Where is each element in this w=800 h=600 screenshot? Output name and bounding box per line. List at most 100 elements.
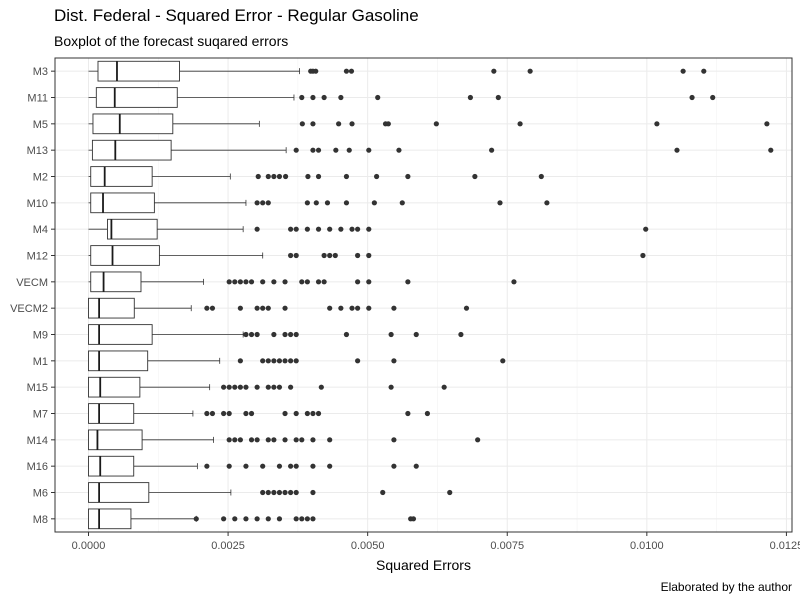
outlier-point xyxy=(282,489,288,496)
outlier-point xyxy=(265,384,271,390)
y-tick-label: VECM2 xyxy=(10,303,48,315)
box-iqr xyxy=(88,482,150,503)
outlier-point xyxy=(193,516,199,522)
outlier-point xyxy=(310,463,316,469)
outlier-point xyxy=(293,489,299,496)
outlier-point xyxy=(497,200,503,206)
outlier-point xyxy=(304,279,310,285)
outlier-point xyxy=(405,173,411,180)
outlier-point xyxy=(366,305,372,311)
outlier-point xyxy=(304,516,310,522)
outlier-point xyxy=(349,121,355,127)
outlier-point xyxy=(248,279,255,285)
outlier-point xyxy=(282,173,289,180)
outlier-point xyxy=(299,121,305,127)
outlier-point xyxy=(248,331,255,338)
outlier-point xyxy=(327,437,333,443)
y-tick-label: M6 xyxy=(33,488,48,500)
outlier-point xyxy=(374,173,380,180)
outlier-point xyxy=(226,437,232,443)
outlier-point xyxy=(276,384,283,390)
outlier-point xyxy=(538,173,544,180)
box-iqr xyxy=(88,429,143,451)
outlier-point xyxy=(315,410,322,417)
x-axis-title: Squared Errors xyxy=(376,557,471,573)
outlier-point xyxy=(271,279,277,285)
outlier-point xyxy=(310,437,316,443)
outlier-point xyxy=(293,516,299,522)
y-tick-label: M8 xyxy=(33,514,48,526)
outlier-point xyxy=(343,331,350,338)
outlier-point xyxy=(237,384,243,390)
outlier-point xyxy=(232,384,238,390)
outlier-point xyxy=(489,147,495,153)
y-tick-label: M9 xyxy=(33,330,48,342)
outlier-point xyxy=(310,516,316,522)
outlier-point xyxy=(517,121,523,127)
outlier-point xyxy=(324,200,331,206)
outlier-point xyxy=(293,331,299,338)
outlier-point xyxy=(467,94,473,101)
outlier-point xyxy=(209,305,216,311)
outlier-point xyxy=(310,410,316,417)
panel-border xyxy=(54,57,793,533)
outlier-point xyxy=(265,305,271,311)
outlier-point xyxy=(221,516,227,522)
y-tick-label: M7 xyxy=(33,409,48,421)
outlier-point xyxy=(293,226,299,232)
box-M16 xyxy=(88,455,419,477)
outlier-point xyxy=(544,200,550,206)
box-layer xyxy=(88,60,774,530)
outlier-point xyxy=(327,252,333,259)
outlier-point xyxy=(310,94,316,101)
outlier-point xyxy=(313,200,319,206)
outlier-point xyxy=(282,410,288,417)
outlier-point xyxy=(336,121,342,127)
outlier-point xyxy=(396,147,402,153)
outlier-point xyxy=(293,437,299,443)
outlier-point xyxy=(327,305,333,311)
outlier-point xyxy=(321,252,327,259)
x-tick-label: 0.0025 xyxy=(211,540,245,552)
y-tick-label: M3 xyxy=(33,66,48,78)
outlier-point xyxy=(355,252,361,259)
outlier-point xyxy=(391,305,397,311)
outlier-point xyxy=(399,200,405,206)
outlier-point xyxy=(768,147,774,153)
outlier-point xyxy=(293,358,299,364)
outlier-point xyxy=(346,147,352,153)
outlier-point xyxy=(276,489,283,496)
box-M13 xyxy=(88,139,774,161)
outlier-point xyxy=(349,226,355,232)
outlier-point xyxy=(305,173,311,180)
outlier-point xyxy=(327,463,333,469)
outlier-point xyxy=(288,331,294,338)
outlier-point xyxy=(237,437,243,443)
box-M7 xyxy=(88,403,431,424)
outlier-point xyxy=(265,358,271,364)
outlier-point xyxy=(243,410,249,417)
outlier-point xyxy=(375,94,381,101)
outlier-point xyxy=(495,94,501,101)
outlier-point xyxy=(405,410,411,417)
y-tick-label: VECM xyxy=(16,277,48,289)
box-iqr xyxy=(95,87,178,108)
box-iqr xyxy=(97,60,180,82)
outlier-point xyxy=(527,68,533,74)
outlier-point xyxy=(265,200,271,206)
outlier-point xyxy=(391,463,397,469)
outlier-point xyxy=(288,489,294,496)
outlier-point xyxy=(282,305,288,311)
outlier-point xyxy=(243,384,249,390)
box-iqr xyxy=(91,139,172,161)
outlier-point xyxy=(343,200,350,206)
outlier-point xyxy=(355,279,361,285)
outlier-point xyxy=(248,410,255,417)
outlier-point xyxy=(299,437,305,443)
y-tick-label: M13 xyxy=(27,145,48,157)
x-tick-label: 0.0125 xyxy=(770,540,800,552)
outlier-point xyxy=(380,489,386,496)
outlier-point xyxy=(288,252,294,259)
box-iqr xyxy=(90,192,155,214)
